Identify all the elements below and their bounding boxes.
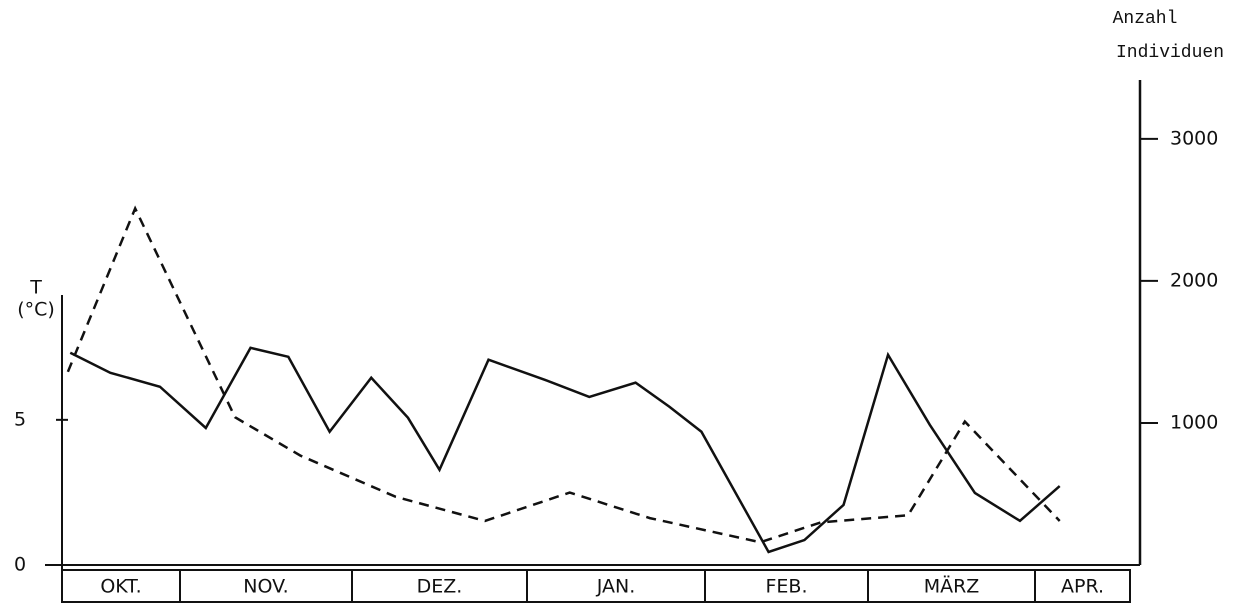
data-line (69, 346, 1061, 554)
x-tick-label: OKT. (100, 576, 141, 598)
y-tick-label: 0 (14, 554, 26, 576)
y2-tick-label: 2000 (1170, 269, 1218, 291)
y2-tick-label: 3000 (1170, 127, 1218, 149)
y-label: (°C) (17, 299, 55, 321)
y2-label: Anzahl (1113, 9, 1178, 29)
x-tick-label: APR. (1061, 576, 1104, 598)
x-tick-label: JAN. (596, 576, 636, 598)
x-tick-label: MÄRZ (924, 575, 980, 598)
y-label: T (29, 277, 42, 299)
y2-tick-label: 1000 (1170, 411, 1218, 433)
data-line (66, 205, 1061, 544)
x-tick-label: DEZ. (417, 576, 463, 598)
x-tick-label: FEB. (765, 576, 807, 598)
y2-label: Individuen (1116, 43, 1224, 63)
x-tick-label: NOV. (243, 576, 288, 598)
month-band (61, 569, 1131, 603)
y-tick-label: 5 (14, 408, 26, 430)
